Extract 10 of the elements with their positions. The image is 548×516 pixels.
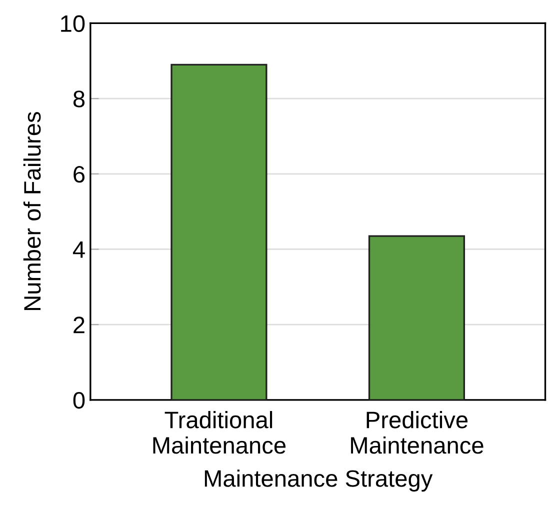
x-tick-label: Predictive Maintenance — [351, 411, 484, 454]
y-tick-label: 6 — [74, 166, 85, 183]
x-tick-label: Traditional Maintenance — [153, 411, 286, 454]
y-tick-label: 0 — [73, 392, 85, 409]
y-tick-label: 2 — [74, 316, 84, 334]
x-axis-title: Maintenance Strategy — [204, 470, 433, 492]
y-axis-title: Number of Failures — [23, 112, 41, 310]
y-tick-label: 8 — [73, 90, 85, 108]
y-tick-label: 4 — [72, 242, 85, 258]
y-tick-label: 10 — [61, 15, 85, 32]
